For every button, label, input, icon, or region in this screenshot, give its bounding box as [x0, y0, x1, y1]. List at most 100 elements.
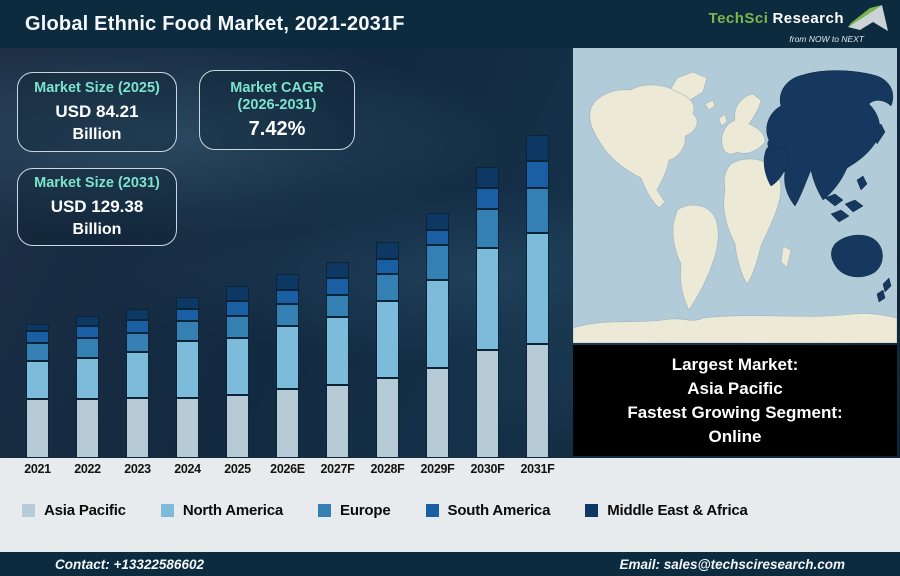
x-axis-label-2027F: 2027F	[320, 462, 355, 476]
bar-segment-europe	[226, 316, 249, 338]
bar-segment-north-america	[376, 301, 399, 378]
bar-segment-south-america	[276, 290, 299, 304]
bar-segment-south-america	[326, 278, 349, 295]
bar-2029F	[426, 213, 449, 458]
bar-segment-asia-pacific	[276, 389, 299, 458]
market-size-2025-value: USD 84.21	[55, 102, 139, 121]
market-cagr-title-line2: (2026-2031)	[237, 96, 317, 113]
techsci-logo: TechSci Research from NOW to NEXT	[698, 3, 888, 45]
callout-line-2: Asia Pacific	[687, 378, 783, 398]
legend-item-middle-east-africa: Middle East & Africa	[585, 502, 748, 519]
legend-label-asia-pacific: Asia Pacific	[44, 502, 126, 519]
bar-segment-middle-east-africa	[176, 297, 199, 309]
bar-segment-europe	[276, 304, 299, 326]
legend-item-south-america: South America	[425, 502, 550, 519]
legend-label-middle-east-africa: Middle East & Africa	[607, 502, 748, 519]
bar-segment-north-america	[226, 338, 249, 395]
bar-segment-north-america	[526, 233, 549, 344]
x-axis-label-2029F: 2029F	[420, 462, 455, 476]
bar-segment-europe	[76, 338, 99, 358]
bar-2030F	[476, 167, 499, 458]
map-asia-pacific-highlight	[763, 70, 894, 303]
bar-segment-south-america	[476, 188, 499, 209]
bar-segment-middle-east-africa	[376, 242, 399, 259]
logo-brand-green: TechSci	[708, 10, 769, 27]
legend-swatch-middle-east-africa	[585, 504, 599, 517]
bar-segment-asia-pacific	[476, 350, 499, 458]
page-title: Global Ethnic Food Market, 2021-2031F	[25, 12, 405, 35]
footer-contact: Contact: +13322586602	[55, 556, 204, 572]
bar-segment-north-america	[326, 317, 349, 385]
chart-legend: Asia Pacific North America Europe South Ame…	[0, 502, 900, 519]
market-size-2031-unit: Billion	[72, 221, 122, 238]
bar-2027F	[326, 262, 349, 458]
bottom-strip: 2021 2022 2023 2024 2025 2026E 2027F 2028F 2029F…	[0, 458, 900, 552]
x-axis-label-2023: 2023	[124, 462, 151, 476]
bar-segment-middle-east-africa	[126, 309, 149, 320]
market-cagr-value: 7.42%	[248, 117, 306, 140]
legend-item-asia-pacific: Asia Pacific	[22, 502, 126, 519]
x-axis-label-2028F: 2028F	[370, 462, 405, 476]
bar-segment-north-america	[26, 361, 49, 399]
bar-segment-asia-pacific	[176, 398, 199, 458]
footer-email: Email: sales@techsciresearch.com	[619, 556, 845, 572]
bar-segment-middle-east-africa	[526, 135, 549, 161]
bar-segment-middle-east-africa	[76, 316, 99, 326]
bar-segment-north-america	[476, 248, 499, 350]
bar-segment-asia-pacific	[226, 395, 249, 458]
bar-segment-asia-pacific	[26, 399, 49, 458]
legend-swatch-asia-pacific	[22, 504, 35, 517]
market-cagr-box: Market CAGR (2026-2031) 7.42%	[199, 70, 355, 150]
right-column: Largest Market: Asia Pacific Fastest Gro…	[573, 48, 897, 456]
bar-2028F	[376, 242, 399, 458]
market-size-2031-title: Market Size (2031)	[34, 175, 160, 191]
world-map	[573, 48, 897, 343]
bar-segment-middle-east-africa	[476, 167, 499, 188]
bar-segment-south-america	[176, 309, 199, 321]
bar-2021	[26, 324, 49, 458]
bar-2022	[76, 316, 99, 458]
bar-segment-asia-pacific	[126, 398, 149, 458]
bar-segment-south-america	[226, 301, 249, 316]
logo-arrow-icon	[848, 4, 888, 31]
x-axis-label-2025: 2025	[224, 462, 251, 476]
bar-2026E	[276, 274, 299, 458]
bar-2024	[176, 297, 199, 458]
x-axis-label-2026E: 2026E	[270, 462, 305, 476]
bar-segment-south-america	[376, 259, 399, 274]
bar-segment-europe	[326, 295, 349, 317]
legend-swatch-south-america	[425, 504, 439, 517]
x-axis-label-2024: 2024	[174, 462, 201, 476]
bar-segment-north-america	[176, 341, 199, 398]
bar-segment-south-america	[76, 326, 99, 338]
bar-segment-middle-east-africa	[226, 286, 249, 301]
bar-segment-north-america	[276, 326, 299, 389]
stacked-bar-chart	[0, 48, 570, 458]
bar-segment-europe	[526, 188, 549, 233]
bar-segment-south-america	[426, 230, 449, 245]
bar-segment-asia-pacific	[526, 344, 549, 458]
bar-segment-europe	[176, 321, 199, 341]
bar-segment-asia-pacific	[326, 385, 349, 458]
bar-segment-south-america	[126, 320, 149, 333]
bar-segment-south-america	[526, 161, 549, 188]
bar-segment-middle-east-africa	[26, 324, 49, 331]
market-size-2031-value: USD 129.38	[50, 197, 144, 216]
legend-label-europe: Europe	[340, 502, 391, 519]
legend-item-europe: Europe	[318, 502, 391, 519]
bar-segment-middle-east-africa	[276, 274, 299, 290]
market-cagr-title: Market CAGR	[230, 79, 324, 96]
map-landmasses	[573, 71, 897, 343]
bar-segment-asia-pacific	[76, 399, 99, 458]
bar-segment-north-america	[76, 358, 99, 399]
bar-2031F	[526, 135, 549, 458]
bar-segment-south-america	[26, 331, 49, 343]
logo-brand-white: Research	[772, 10, 844, 27]
bar-segment-europe	[126, 333, 149, 352]
footer-bar: Contact: +13322586602 Email: sales@techs…	[0, 552, 900, 576]
bar-segment-middle-east-africa	[326, 262, 349, 278]
x-axis-label-2022: 2022	[74, 462, 101, 476]
callout-line-4: Online	[708, 426, 762, 446]
x-axis-label-2021: 2021	[24, 462, 51, 476]
